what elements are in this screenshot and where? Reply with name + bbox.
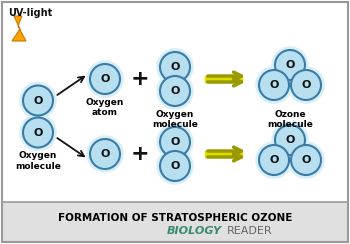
Text: O: O bbox=[100, 74, 110, 84]
Text: +: + bbox=[131, 144, 149, 164]
Circle shape bbox=[156, 147, 194, 185]
Circle shape bbox=[291, 145, 321, 175]
Circle shape bbox=[156, 72, 194, 110]
Circle shape bbox=[86, 60, 124, 98]
Text: +: + bbox=[131, 69, 149, 89]
Circle shape bbox=[259, 70, 289, 100]
Circle shape bbox=[271, 46, 309, 84]
Circle shape bbox=[160, 52, 190, 82]
Text: FORMATION OF STRATOSPHERIC OZONE: FORMATION OF STRATOSPHERIC OZONE bbox=[58, 213, 292, 223]
Text: O: O bbox=[100, 149, 110, 159]
Circle shape bbox=[291, 70, 321, 100]
Circle shape bbox=[160, 127, 190, 157]
Text: O: O bbox=[269, 155, 279, 165]
Text: O: O bbox=[33, 95, 43, 105]
Text: BIOLOGY: BIOLOGY bbox=[167, 226, 222, 236]
FancyBboxPatch shape bbox=[2, 202, 348, 242]
Circle shape bbox=[259, 145, 289, 175]
Circle shape bbox=[287, 66, 325, 104]
Circle shape bbox=[271, 121, 309, 159]
Text: O: O bbox=[301, 155, 311, 165]
Text: O: O bbox=[170, 137, 180, 147]
Text: READER: READER bbox=[227, 226, 273, 236]
Circle shape bbox=[90, 139, 120, 169]
Circle shape bbox=[156, 48, 194, 86]
Circle shape bbox=[86, 135, 124, 173]
Circle shape bbox=[19, 114, 57, 151]
Circle shape bbox=[23, 118, 53, 148]
Text: Oxygen
atom: Oxygen atom bbox=[86, 98, 124, 117]
Text: Oxygen
molecule: Oxygen molecule bbox=[152, 110, 198, 129]
Circle shape bbox=[90, 64, 120, 94]
Circle shape bbox=[275, 50, 305, 80]
Circle shape bbox=[156, 123, 194, 161]
Text: O: O bbox=[269, 80, 279, 90]
Circle shape bbox=[255, 141, 293, 179]
Circle shape bbox=[160, 76, 190, 106]
Circle shape bbox=[160, 151, 190, 181]
Circle shape bbox=[275, 125, 305, 155]
Text: Ozone
molecule: Ozone molecule bbox=[267, 110, 313, 129]
Text: O: O bbox=[285, 60, 295, 70]
Text: O: O bbox=[33, 128, 43, 138]
Text: O: O bbox=[301, 80, 311, 90]
Text: O: O bbox=[170, 161, 180, 171]
Text: Oxygen
molecule: Oxygen molecule bbox=[15, 152, 61, 171]
Polygon shape bbox=[12, 16, 26, 41]
Circle shape bbox=[255, 66, 293, 104]
Circle shape bbox=[19, 82, 57, 119]
Text: O: O bbox=[170, 86, 180, 96]
Text: O: O bbox=[170, 62, 180, 72]
Circle shape bbox=[287, 141, 325, 179]
Text: UV-light: UV-light bbox=[8, 8, 52, 18]
Text: O: O bbox=[285, 135, 295, 145]
Circle shape bbox=[23, 85, 53, 115]
